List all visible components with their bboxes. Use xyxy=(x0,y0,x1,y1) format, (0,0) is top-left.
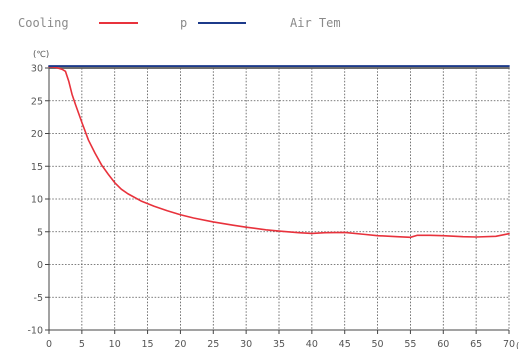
y-tick-label-20: 20 xyxy=(31,129,43,140)
y-tick-label-30: 30 xyxy=(31,64,43,75)
legend-label-cooling: Cooling xyxy=(18,16,69,30)
y-tick-label-10: -10 xyxy=(27,326,43,337)
x-tick-labels: 0 5 10 15 20 25 30 35 40 45 50 55 60 65 70 xyxy=(46,330,515,349)
legend-label-p: p xyxy=(180,16,187,30)
y-axis-unit: (℃) xyxy=(33,50,49,60)
x-tick-label-10: 10 xyxy=(109,339,121,349)
x-axis-unit: ( xyxy=(516,342,519,349)
x-tick-label-30: 30 xyxy=(240,339,252,349)
x-tick-label-15: 15 xyxy=(142,339,154,349)
x-tick-label-60: 60 xyxy=(437,339,449,349)
x-tick-label-55: 55 xyxy=(404,339,416,349)
x-tick-label-5: 5 xyxy=(79,339,85,349)
series-lines xyxy=(48,65,510,239)
grid xyxy=(49,67,510,330)
x-tick-label-25: 25 xyxy=(207,339,219,349)
x-tick-label-0: 0 xyxy=(46,339,52,349)
x-tick-label-70: 70 xyxy=(503,339,515,349)
y-tick-label-5: 5 xyxy=(37,227,43,238)
legend: Cooling p Air Tem xyxy=(18,16,341,30)
x-tick-label-20: 20 xyxy=(174,339,186,349)
y-tick-label-5: -5 xyxy=(34,293,43,304)
y-tick-label-10: 10 xyxy=(31,195,43,206)
x-tick-label-50: 50 xyxy=(372,339,384,349)
y-tick-labels: 30 25 20 15 10 5 0 -5 -10 xyxy=(27,64,49,337)
x-tick-label-35: 35 xyxy=(273,339,285,349)
series-line-cooling xyxy=(48,65,510,239)
y-tick-label-15: 15 xyxy=(31,162,43,173)
x-tick-label-45: 45 xyxy=(339,339,351,349)
legend-label-air-tem: Air Tem xyxy=(290,16,341,30)
y-tick-label-25: 25 xyxy=(31,96,43,107)
x-tick-label-40: 40 xyxy=(306,339,318,349)
x-tick-label-65: 65 xyxy=(470,339,482,349)
y-tick-label-0: 0 xyxy=(37,260,43,271)
